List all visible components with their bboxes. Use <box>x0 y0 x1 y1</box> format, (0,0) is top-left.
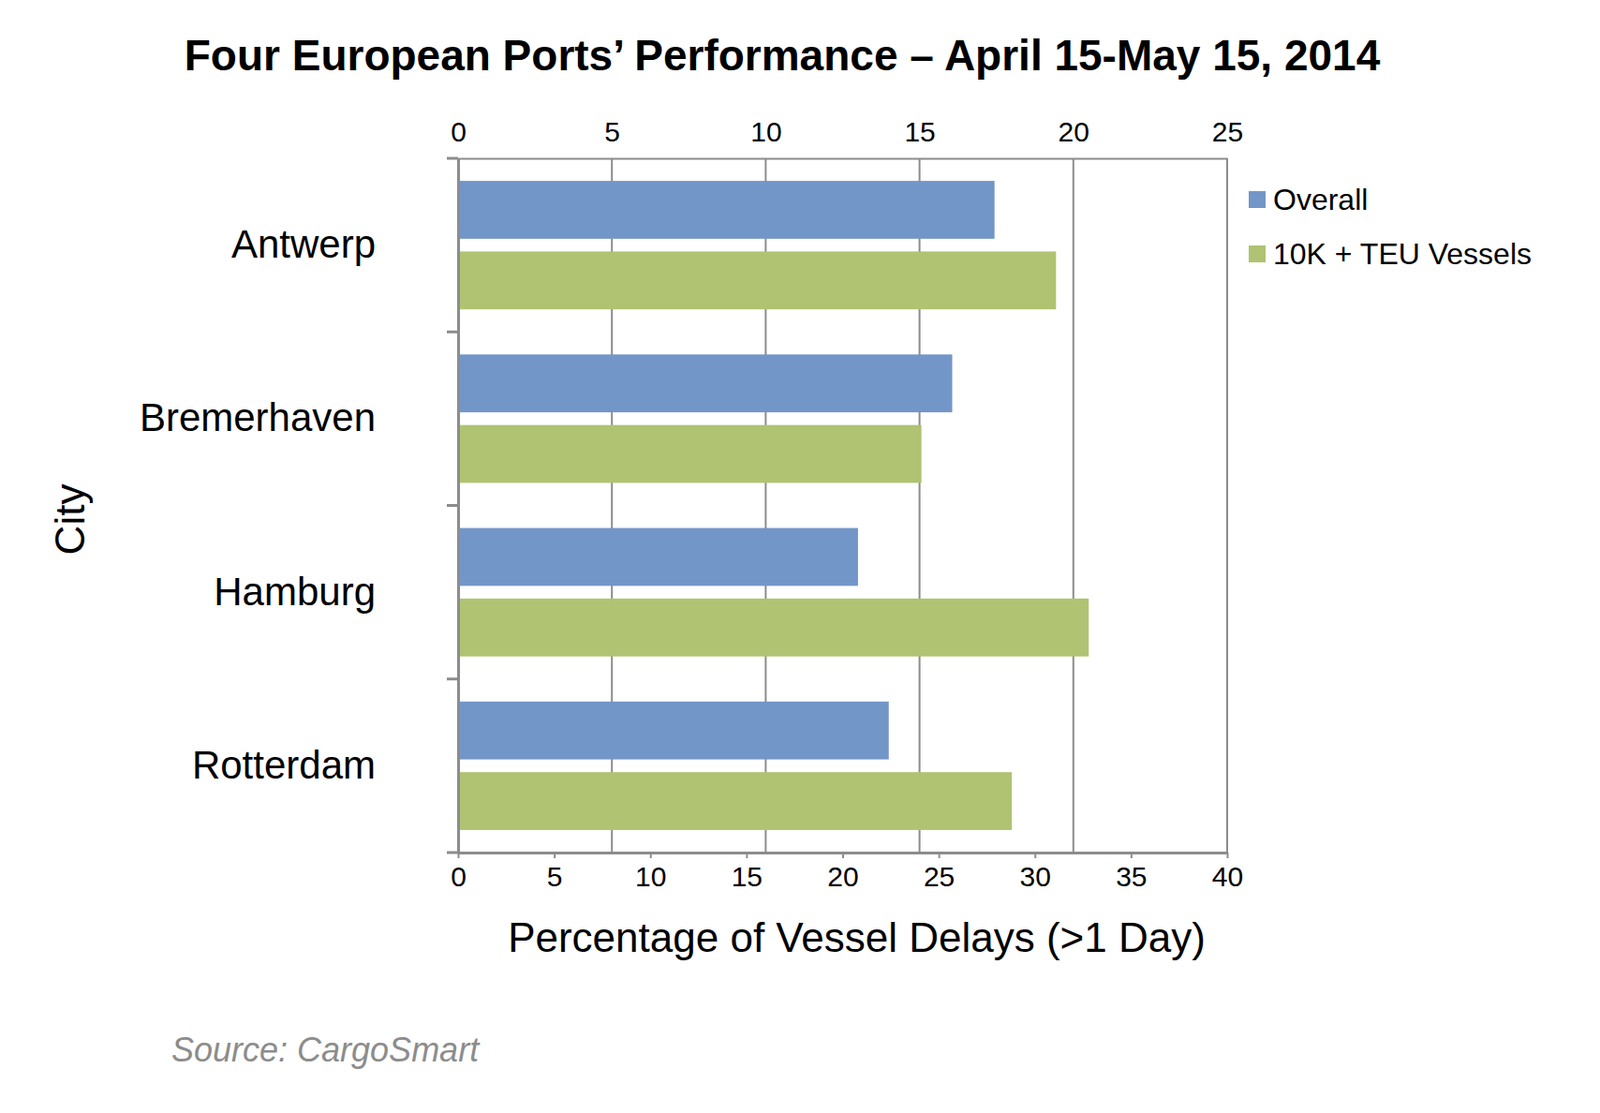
tick-mark <box>1130 852 1133 859</box>
tick-label: 20 <box>827 860 859 892</box>
tick-mark <box>1227 852 1230 859</box>
tick-mark <box>938 852 941 859</box>
tick-label: 5 <box>604 116 621 148</box>
tick: 25 <box>923 852 955 892</box>
tick-label: 25 <box>1212 116 1244 148</box>
bar <box>458 771 1012 830</box>
tick-label: 15 <box>903 116 935 148</box>
bar <box>458 598 1089 657</box>
boundary-tick <box>446 677 459 681</box>
tick: Antwerp <box>231 222 459 267</box>
source: Source: CargoSmart <box>171 1030 481 1069</box>
bar <box>458 528 859 587</box>
tick-label: Bremerhaven <box>139 395 376 440</box>
tick-label: Hamburg <box>213 569 376 614</box>
tick: 25 <box>1212 116 1244 159</box>
tick-mark <box>650 852 652 859</box>
tick: 15 <box>731 852 763 892</box>
tick: Bremerhaven <box>139 395 459 440</box>
tick-label: 25 <box>923 860 955 892</box>
boundary-tick <box>446 851 459 855</box>
tick-mark <box>842 852 845 859</box>
y-axis: Antwerp Bremerhaven Hamburg Rotterdam <box>139 159 460 854</box>
tick: Rotterdam <box>192 742 459 787</box>
tick-mark <box>1034 852 1037 859</box>
bar <box>458 425 922 484</box>
y-axis-title: City <box>46 484 93 556</box>
tick: 20 <box>827 852 859 892</box>
bar <box>458 180 995 239</box>
tick-label: 35 <box>1115 860 1147 892</box>
tick-label: 0 <box>450 116 467 148</box>
tick: 0 <box>450 116 467 159</box>
tick: 10 <box>635 852 667 892</box>
grid-line <box>1226 158 1229 853</box>
boundary-tick <box>446 157 459 161</box>
legend-swatch <box>1248 191 1266 208</box>
legend-swatch <box>1248 245 1266 263</box>
chart: 0 5 10 15 20 25 30 35 40 0 5 10 15 20 25 Antwerp Bremerh… <box>0 0 1600 1113</box>
tick: 40 <box>1212 852 1244 892</box>
tick: Hamburg <box>213 569 459 614</box>
tick-label: 10 <box>750 116 782 148</box>
grid <box>458 158 1228 853</box>
legend-label: Overall <box>1273 182 1368 217</box>
tick-label: 20 <box>1058 116 1090 148</box>
tick-mark <box>745 852 748 859</box>
plot-frame <box>1226 158 1229 853</box>
tick: 35 <box>1115 852 1147 892</box>
grid-line <box>1072 158 1075 853</box>
tick: 10 <box>750 116 782 159</box>
x-axis-title: Percentage of Vessel Delays (>1 Day) <box>507 914 1206 961</box>
boundary-tick <box>446 330 459 334</box>
tick: 5 <box>547 852 563 892</box>
tick-label: 30 <box>1020 860 1052 892</box>
tick-label: 15 <box>731 860 763 892</box>
tick-label: Antwerp <box>231 222 376 267</box>
tick: 30 <box>1020 852 1052 892</box>
tick-mark <box>553 852 556 859</box>
bar <box>458 354 952 413</box>
legend-item: 10K + TEU Vessels <box>1248 237 1532 271</box>
legend-item: Overall <box>1248 182 1368 217</box>
x2-axis: 0 5 10 15 20 25 <box>450 116 1244 160</box>
title: Four European Ports’ Performance – April… <box>184 30 1381 80</box>
axis-line <box>459 158 1229 161</box>
tick-label: 0 <box>450 860 467 892</box>
boundary-ticks <box>446 158 459 853</box>
tick: 20 <box>1058 116 1090 159</box>
bars <box>458 180 1089 830</box>
tick: 0 <box>450 852 467 892</box>
legend: Overall 10K + TEU Vessels <box>1248 182 1532 271</box>
tick-label: Rotterdam <box>192 742 376 787</box>
tick-label: 10 <box>635 860 667 892</box>
tick: 15 <box>903 116 935 159</box>
x-axis: 0 5 10 15 20 25 30 35 40 <box>450 852 1244 892</box>
bar <box>458 251 1056 310</box>
boundary-tick <box>446 503 459 507</box>
tick-label: 40 <box>1212 860 1244 892</box>
tick: 5 <box>604 116 621 159</box>
tick-label: 5 <box>547 860 563 892</box>
legend-label: 10K + TEU Vessels <box>1273 237 1532 271</box>
bar <box>458 701 889 760</box>
